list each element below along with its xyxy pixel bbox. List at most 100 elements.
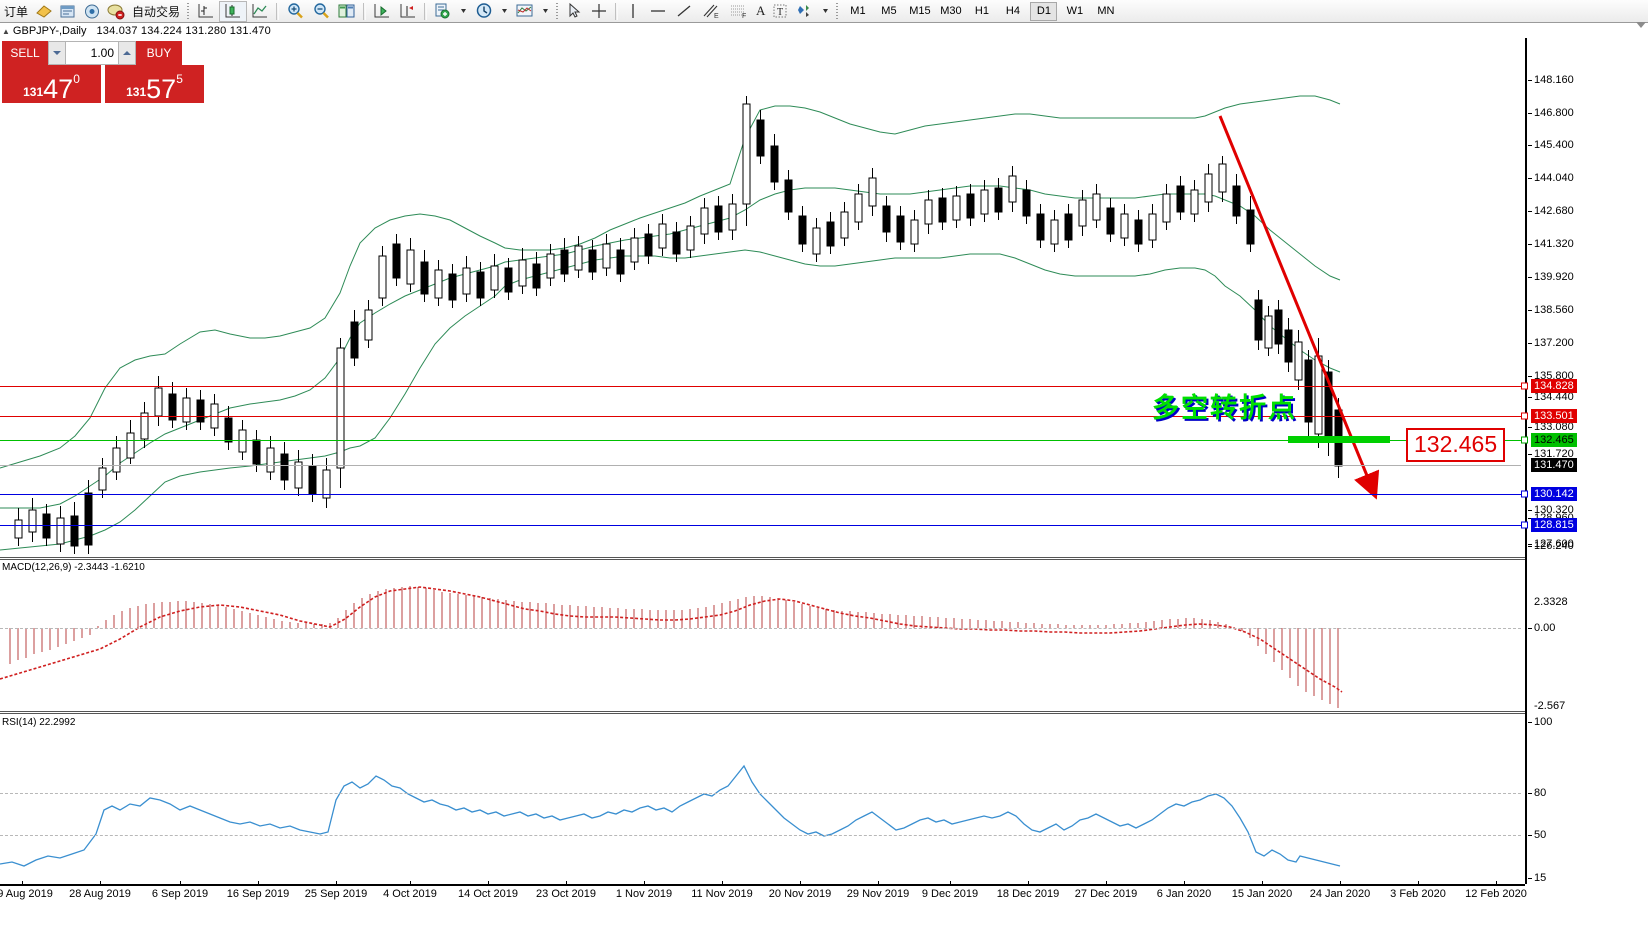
tile-windows-icon[interactable]	[334, 1, 360, 22]
candlestick-chart-icon[interactable]	[219, 0, 248, 22]
svg-text:E: E	[714, 13, 719, 20]
timeframe-w1[interactable]: W1	[1066, 5, 1084, 17]
date-label-3: 16 Sep 2019	[226, 888, 290, 900]
level-line-128815[interactable]	[0, 525, 1521, 526]
price-tag-134828[interactable]: 134.828	[1531, 379, 1577, 393]
timeframe-h4[interactable]: H4	[1005, 5, 1020, 17]
periods-icon[interactable]	[471, 1, 497, 22]
equidistant-channel-icon[interactable]: E	[697, 1, 725, 22]
macd-rsi-separator[interactable]	[0, 711, 1525, 714]
rsi-chart-canvas	[0, 764, 1341, 867]
navigator-icon[interactable]	[80, 1, 104, 22]
price-label-145400: 145.400	[1534, 139, 1574, 151]
price-label-134440: 134.440	[1534, 391, 1574, 403]
svg-text:F: F	[742, 13, 746, 20]
date-label-7: 23 Oct 2019	[536, 888, 596, 900]
volume-increase-button[interactable]	[118, 41, 136, 65]
shapes-icon[interactable]	[792, 1, 818, 22]
timeframe-m5[interactable]: M5	[881, 5, 897, 17]
price-tick	[1528, 518, 1532, 519]
crosshair-icon[interactable]	[586, 1, 612, 22]
price-tag-130142[interactable]: 130.142	[1531, 487, 1577, 501]
date-tick	[722, 881, 723, 885]
sell-button[interactable]: SELL	[2, 41, 48, 65]
date-label-13: 18 Dec 2019	[996, 888, 1060, 900]
sell-price-prefix: 131	[23, 85, 44, 99]
level-line-130142[interactable]	[0, 494, 1521, 495]
autotrading-button[interactable]: 自动交易	[132, 4, 181, 19]
toolbar-separator	[363, 2, 367, 20]
templates-icon[interactable]	[430, 1, 456, 22]
scroll-up-arrow[interactable]	[1636, 22, 1646, 28]
timeframe-m1[interactable]: M1	[850, 5, 866, 17]
buy-price-display[interactable]: 131 57 5	[105, 65, 204, 103]
price-macd-separator[interactable]	[0, 557, 1525, 560]
timeframe-m15[interactable]: M15	[909, 5, 931, 17]
new-order-icon[interactable]	[32, 1, 56, 22]
support-zone-highlight[interactable]	[1288, 436, 1390, 443]
date-label-0: 19 Aug 2019	[0, 888, 53, 900]
terminal-icon[interactable]	[104, 1, 128, 22]
timeframe-m30[interactable]: M30	[940, 5, 962, 17]
date-label-19: 12 Feb 2020	[1465, 888, 1527, 900]
one-click-trading-panel[interactable]: SELL 1.00 BUY 131 47 0 131 57 5	[2, 41, 204, 103]
level-handle-134828[interactable]	[1521, 382, 1528, 390]
price-tag-133501[interactable]: 133.501	[1531, 409, 1577, 423]
price-tick	[1528, 113, 1532, 114]
text-box-icon[interactable]: T	[768, 1, 792, 22]
line-chart-icon[interactable]	[247, 1, 273, 22]
chart-area[interactable]: 148.160 146.800 145.400 144.040 142.680 …	[0, 38, 1648, 947]
toolbar-grip[interactable]	[555, 2, 561, 20]
rsi-overbought-line	[0, 793, 1521, 794]
rsi-indicator-label: RSI(14) 22.2992	[1, 717, 76, 728]
price-label-141320: 141.320	[1534, 238, 1574, 250]
price-tick	[1528, 211, 1532, 212]
price-callout-132465[interactable]: 132.465	[1406, 428, 1506, 462]
fibonacci-icon[interactable]: F	[725, 1, 753, 22]
timeframe-d1[interactable]: D1	[1030, 1, 1058, 21]
volume-input[interactable]: 1.00	[66, 41, 118, 65]
level-handle-132465[interactable]	[1521, 436, 1528, 444]
rsi-label-15: 15	[1534, 872, 1547, 884]
rsi-tick	[1528, 722, 1532, 723]
date-tick	[1184, 881, 1185, 885]
shift-chart-icon[interactable]	[369, 1, 395, 22]
zoom-out-icon[interactable]	[308, 1, 334, 22]
price-tick	[1528, 80, 1532, 81]
chevron-down-icon[interactable]	[497, 1, 512, 22]
auto-scroll-icon[interactable]	[395, 1, 421, 22]
price-label-146800: 146.800	[1534, 107, 1574, 119]
bar-chart-icon[interactable]	[193, 1, 219, 22]
level-handle-133501[interactable]	[1521, 412, 1528, 420]
volume-decrease-button[interactable]	[48, 41, 66, 65]
price-tag-128815[interactable]: 128.815	[1531, 518, 1577, 532]
indicators-icon[interactable]	[512, 1, 538, 22]
toolbar-grip[interactable]	[835, 2, 841, 20]
bollinger-upper-band	[0, 95, 1341, 469]
chart-annotation-text[interactable]: 多空转折点	[1152, 393, 1297, 424]
timeframe-mn[interactable]: MN	[1097, 5, 1115, 17]
collapse-icon[interactable]: ▲	[2, 26, 10, 36]
level-handle-130142[interactable]	[1521, 490, 1528, 498]
price-label-138560: 138.560	[1534, 304, 1574, 316]
orders-button[interactable]: 订单	[4, 4, 29, 19]
trendline-icon[interactable]	[671, 1, 697, 22]
chevron-down-icon[interactable]	[818, 1, 833, 22]
macd-chart-canvas	[0, 586, 1343, 708]
text-label-icon[interactable]: A	[756, 3, 766, 18]
data-window-icon[interactable]	[56, 1, 80, 22]
timeframe-h1[interactable]: H1	[974, 5, 989, 17]
buy-button[interactable]: BUY	[136, 41, 182, 65]
vertical-line-icon[interactable]	[621, 1, 645, 22]
level-handle-128815[interactable]	[1521, 521, 1528, 529]
zoom-in-icon[interactable]	[282, 1, 308, 22]
price-tag-132465[interactable]: 132.465	[1531, 433, 1577, 447]
sell-price-display[interactable]: 131 47 0	[2, 65, 101, 103]
price-tick	[1528, 544, 1532, 545]
buy-price-prefix: 131	[126, 85, 147, 99]
cursor-icon[interactable]	[562, 1, 586, 22]
chevron-down-icon[interactable]	[538, 1, 553, 22]
chevron-down-icon[interactable]	[456, 1, 471, 22]
toolbar-grip[interactable]	[186, 2, 192, 20]
horizontal-line-icon[interactable]	[645, 1, 671, 22]
